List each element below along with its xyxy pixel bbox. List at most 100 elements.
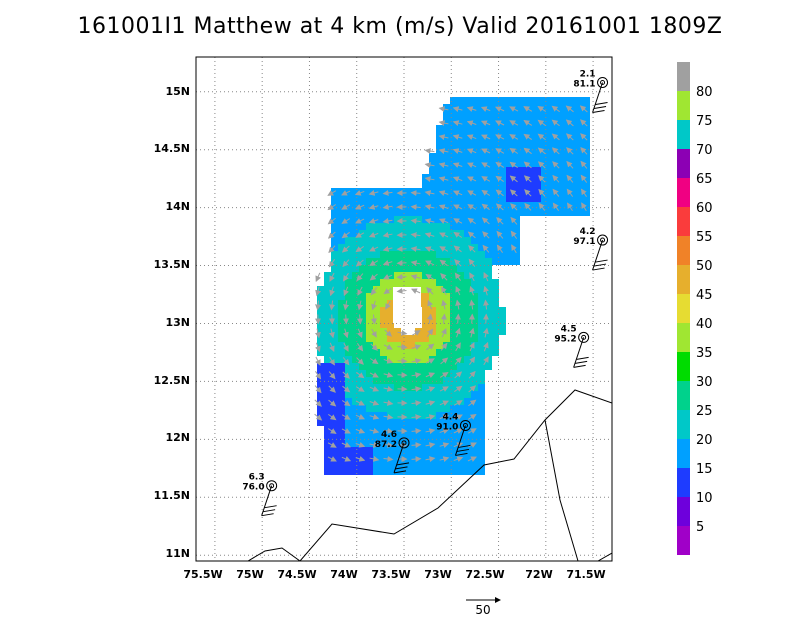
wind-speed-cell <box>324 377 331 384</box>
wind-speed-cell <box>562 167 569 174</box>
wind-vector <box>411 442 422 449</box>
wind-speed-cell <box>499 237 506 244</box>
wind-vector <box>424 232 435 239</box>
wind-vector <box>383 427 394 434</box>
wind-speed-cell <box>534 125 541 132</box>
wind-speed-cell <box>513 223 520 230</box>
wind-speed-cell <box>471 146 478 153</box>
wind-speed-cell <box>380 433 387 440</box>
colorbar-segment <box>677 381 690 410</box>
wind-vector <box>453 456 464 462</box>
wind-speed-cell <box>548 202 555 209</box>
wind-speed-cell <box>450 391 457 398</box>
wind-speed-cell <box>527 125 534 132</box>
wind-speed-cell <box>366 447 373 454</box>
wind-speed-cell <box>555 97 562 104</box>
wind-speed-cell <box>422 384 429 391</box>
wind-speed-cell <box>541 188 548 195</box>
wind-speed-cell <box>317 405 324 412</box>
wind-speed-cell <box>408 398 415 405</box>
wind-vector <box>315 371 322 380</box>
wind-speed-cell <box>457 321 464 328</box>
wind-speed-cell <box>345 237 352 244</box>
wind-speed-cell <box>366 272 373 279</box>
wind-speed-cell <box>450 447 457 454</box>
wind-speed-cell <box>443 307 450 314</box>
wind-speed-cell <box>457 258 464 265</box>
wind-speed-cell <box>464 279 471 286</box>
wind-speed-cell <box>331 363 338 370</box>
wind-vector <box>383 413 394 420</box>
wind-speed-cell <box>520 111 527 118</box>
wind-speed-cell <box>352 314 359 321</box>
wind-speed-cell <box>464 468 471 475</box>
wind-speed-cell <box>317 419 324 426</box>
wind-speed-cell <box>422 237 429 244</box>
wind-speed-cell <box>338 461 345 468</box>
wind-speed-cell <box>513 139 520 146</box>
wind-speed-cell <box>429 258 436 265</box>
wind-speed-cell <box>324 321 331 328</box>
wind-speed-cell <box>464 286 471 293</box>
wind-vector <box>356 314 363 325</box>
lon-label: 71.5W <box>566 568 605 581</box>
wind-speed-cell <box>450 461 457 468</box>
wind-speed-cell <box>359 293 366 300</box>
wind-vector <box>510 216 518 225</box>
wind-vector <box>356 273 364 282</box>
wind-vector <box>439 442 450 449</box>
wind-speed-cell <box>464 216 471 223</box>
wind-speed-cell <box>345 314 352 321</box>
wind-speed-cell <box>527 139 534 146</box>
wind-speed-cell <box>380 307 387 314</box>
wind-vector <box>509 106 519 112</box>
wind-speed-cell <box>401 272 408 279</box>
wind-speed-cell <box>436 391 443 398</box>
wind-speed-cell <box>415 363 422 370</box>
wind-speed-cell <box>555 111 562 118</box>
wind-speed-cell <box>429 419 436 426</box>
wind-speed-cell <box>492 104 499 111</box>
wind-speed-cell <box>471 174 478 181</box>
wind-vector <box>397 329 408 336</box>
wind-speed-cell <box>345 328 352 335</box>
wind-speed-cell <box>429 244 436 251</box>
colorbar-segment <box>677 439 690 468</box>
wind-speed-cell <box>401 419 408 426</box>
wind-vector <box>566 202 573 212</box>
wind-speed-cell <box>485 363 492 370</box>
wind-speed-cell <box>499 230 506 237</box>
wind-vector <box>355 386 365 392</box>
wind-speed-cell <box>380 342 387 349</box>
wind-vector <box>537 105 547 112</box>
wind-speed-cell <box>352 370 359 377</box>
wind-speed-cell <box>471 335 478 342</box>
wind-vector <box>439 456 450 463</box>
wind-speed-cell <box>541 111 548 118</box>
wind-speed-cell <box>366 454 373 461</box>
wind-speed-cell <box>471 363 478 370</box>
wind-speed-cell <box>464 209 471 216</box>
wind-speed-cell <box>464 363 471 370</box>
wind-speed-cell <box>380 230 387 237</box>
wind-speed-cell <box>436 146 443 153</box>
station-marker: 4.595.2 <box>554 324 590 368</box>
wind-speed-cell <box>534 111 541 118</box>
wind-speed-cell <box>492 216 499 223</box>
wind-speed-cell <box>359 468 366 475</box>
wind-vector <box>468 258 476 267</box>
wind-speed-cell <box>429 454 436 461</box>
wind-speed-cell <box>471 97 478 104</box>
wind-vector <box>452 162 463 168</box>
colorbar-label: 25 <box>696 404 713 419</box>
wind-speed-cell <box>345 335 352 342</box>
lat-lon-grid <box>196 57 612 561</box>
wind-speed-cell <box>471 349 478 356</box>
wind-speed-cell <box>464 104 471 111</box>
wind-vector <box>355 428 366 434</box>
wind-speed-cell <box>492 202 499 209</box>
wind-speed-cell <box>478 139 485 146</box>
wind-speed-cell <box>513 132 520 139</box>
wind-speed-cell <box>352 440 359 447</box>
wind-speed-cell <box>338 433 345 440</box>
